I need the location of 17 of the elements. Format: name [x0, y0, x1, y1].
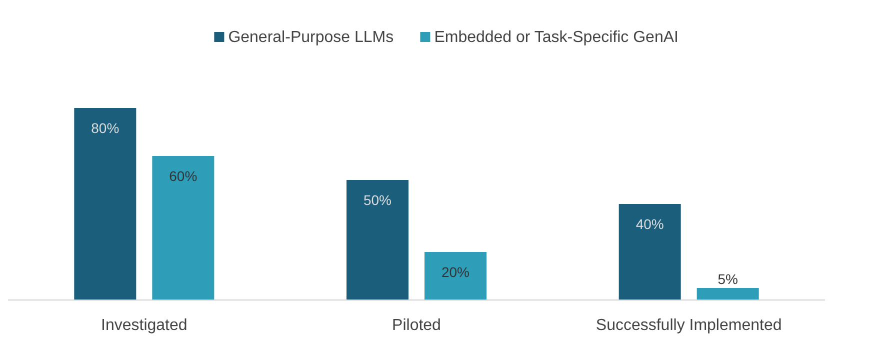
legend-label: Embedded or Task-Specific GenAI	[434, 29, 678, 46]
bar	[74, 108, 136, 300]
data-label: 40%	[636, 216, 664, 232]
x-tick-label: Successfully Implemented	[596, 317, 782, 334]
bar	[346, 180, 408, 300]
legend-label: General-Purpose LLMs	[228, 29, 394, 46]
bar	[424, 252, 486, 300]
bar	[618, 204, 681, 300]
data-label: 50%	[363, 192, 392, 208]
data-label: 5%	[718, 271, 738, 287]
data-label: 60%	[169, 168, 198, 184]
bar	[696, 288, 759, 300]
data-label: 80%	[91, 120, 120, 136]
data-label: 20%	[441, 264, 470, 280]
bar	[152, 156, 214, 300]
x-tick-label: Piloted	[392, 317, 441, 334]
x-tick-label: Investigated	[101, 317, 188, 334]
